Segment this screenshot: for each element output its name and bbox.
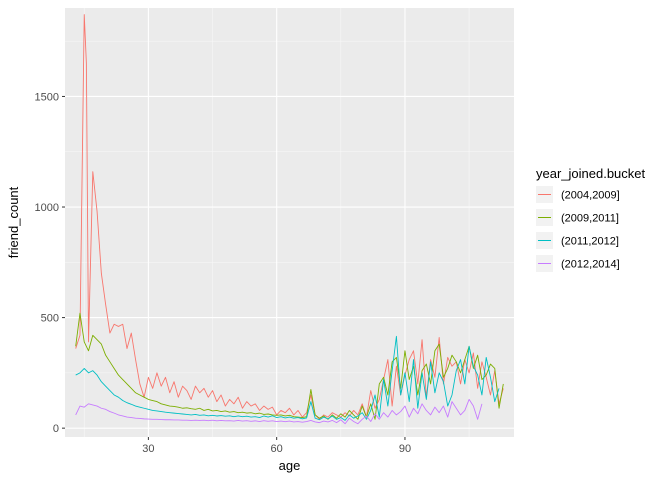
legend-item-label: (2012,2014]	[561, 259, 620, 271]
x-tick-label: 60	[271, 443, 283, 455]
x-axis-title: age	[279, 458, 301, 473]
x-axis-tick-labels: 30 60 90	[142, 443, 411, 455]
legend-item-label: (2004,2009]	[561, 190, 620, 202]
y-axis-title: friend_count	[6, 186, 21, 258]
series-line-4	[75, 398, 483, 425]
legend-title: year_joined.bucket	[536, 166, 646, 181]
major-gridlines	[65, 8, 514, 437]
series-line-3	[75, 335, 500, 421]
legend-item-label: (2009,2011]	[561, 213, 619, 225]
x-tick-label: 30	[142, 443, 154, 455]
legend-item-label: (2011,2012]	[561, 236, 619, 248]
legend: year_joined.bucket (2004,2009] (2009,2011…	[536, 166, 646, 272]
y-tick-label: 1000	[35, 202, 59, 214]
y-tick-label: 1500	[35, 91, 59, 103]
legend-items: (2004,2009] (2009,2011] (2011,2012] (2012,2…	[536, 186, 620, 272]
axis-ticks	[62, 95, 406, 440]
series-lines	[75, 14, 504, 425]
x-tick-label: 90	[399, 443, 411, 455]
minor-gridlines	[65, 8, 514, 437]
plot-panel	[65, 8, 514, 437]
y-tick-label: 0	[53, 423, 59, 435]
series-line-1	[75, 14, 504, 420]
y-axis-tick-labels: 0 500 1000 1500	[35, 91, 59, 435]
y-tick-label: 500	[41, 313, 59, 325]
